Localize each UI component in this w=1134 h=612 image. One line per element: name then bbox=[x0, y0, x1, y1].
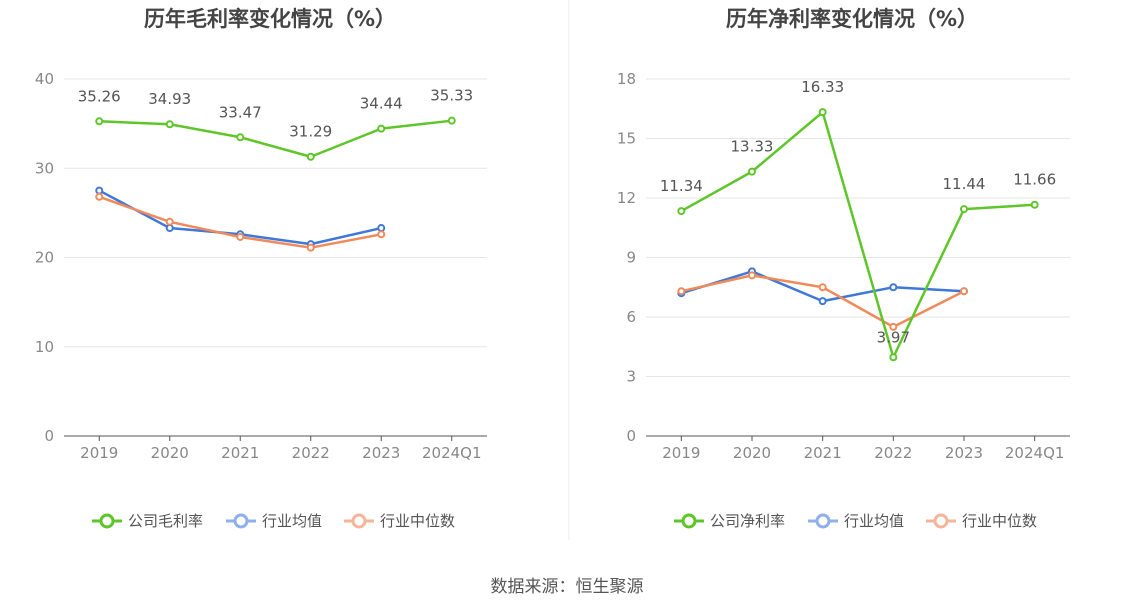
data-point-median bbox=[818, 283, 827, 292]
legend-marker-icon bbox=[233, 513, 249, 529]
chart-title: 历年净利率变化情况（%） bbox=[726, 7, 978, 31]
legend-label: 公司毛利率 bbox=[128, 512, 203, 530]
legend-item-company[interactable]: 公司毛利率 bbox=[92, 512, 203, 530]
y-tick-label: 0 bbox=[626, 427, 636, 445]
legend-item-median[interactable]: 行业中位数 bbox=[344, 512, 455, 530]
data-point-median bbox=[677, 287, 686, 296]
chart-title: 历年毛利率变化情况（%） bbox=[144, 7, 396, 31]
data-label: 11.44 bbox=[943, 175, 986, 193]
data-label: 35.33 bbox=[430, 87, 473, 105]
y-tick-label: 6 bbox=[626, 308, 636, 326]
x-tick-label: 2024Q1 bbox=[422, 444, 482, 462]
x-tick-label: 2022 bbox=[874, 444, 912, 462]
x-tick-label: 2022 bbox=[292, 444, 330, 462]
data-point-company bbox=[95, 117, 104, 126]
legend-marker-icon bbox=[99, 513, 115, 529]
data-label: 35.26 bbox=[78, 87, 121, 105]
data-label: 11.34 bbox=[660, 177, 703, 195]
data-point-median bbox=[889, 322, 898, 331]
legend-item-company[interactable]: 公司净利率 bbox=[674, 512, 785, 530]
data-point-median bbox=[306, 243, 315, 252]
data-label: 3.97 bbox=[877, 328, 910, 346]
x-tick-label: 2021 bbox=[804, 444, 842, 462]
data-label: 33.47 bbox=[219, 103, 262, 121]
data-point-median bbox=[236, 232, 245, 241]
data-point-company bbox=[377, 124, 386, 133]
x-tick-label: 2021 bbox=[221, 444, 259, 462]
series-line-company bbox=[99, 119, 452, 158]
y-tick-label: 0 bbox=[44, 427, 54, 445]
data-point-median bbox=[960, 287, 968, 296]
x-tick-label: 2023 bbox=[362, 444, 400, 462]
series-line-company bbox=[680, 110, 1035, 359]
data-point-company bbox=[306, 152, 315, 161]
legend-item-avg[interactable]: 行业均值 bbox=[808, 512, 904, 530]
legend-label: 行业均值 bbox=[262, 512, 322, 530]
data-point-avg bbox=[889, 283, 898, 292]
data-label: 31.29 bbox=[289, 123, 332, 141]
data-point-company bbox=[748, 167, 756, 176]
data-point-company bbox=[236, 133, 245, 142]
legend-label: 行业均值 bbox=[844, 512, 904, 530]
x-tick-label: 2019 bbox=[80, 444, 118, 462]
legend-label: 公司净利率 bbox=[710, 512, 785, 530]
gross-margin-chart: 历年毛利率变化情况（%） 0 10 20 30 40 2019 2020 2021 2022 202… bbox=[35, 7, 487, 530]
data-point-company bbox=[960, 205, 968, 214]
y-tick-label: 10 bbox=[35, 338, 54, 356]
data-point-median bbox=[377, 230, 386, 239]
x-tick-label: 2020 bbox=[151, 444, 189, 462]
x-tick-label: 2020 bbox=[733, 444, 771, 462]
y-tick-label: 12 bbox=[617, 189, 636, 207]
x-tick-label: 2019 bbox=[662, 444, 700, 462]
data-point-company bbox=[165, 120, 174, 129]
legend-marker-icon bbox=[815, 513, 831, 529]
y-tick-label: 9 bbox=[626, 249, 636, 267]
data-label: 34.44 bbox=[360, 95, 403, 113]
legend-label: 行业中位数 bbox=[962, 512, 1037, 530]
legend-label: 行业中位数 bbox=[380, 512, 455, 530]
legend-marker-icon bbox=[351, 513, 367, 529]
data-point-avg bbox=[818, 297, 827, 306]
data-point-company bbox=[889, 353, 898, 362]
data-point-median bbox=[165, 217, 174, 226]
legend-marker-icon bbox=[681, 513, 697, 529]
data-point-avg bbox=[95, 186, 104, 195]
y-tick-label: 15 bbox=[617, 130, 636, 148]
data-label: 11.66 bbox=[1013, 171, 1056, 189]
y-tick-label: 3 bbox=[626, 368, 636, 386]
data-point-company bbox=[818, 108, 827, 117]
legend-item-median[interactable]: 行业中位数 bbox=[926, 512, 1037, 530]
data-label: 16.33 bbox=[801, 78, 844, 96]
x-tick-label: 2023 bbox=[945, 444, 983, 462]
data-point-company bbox=[677, 207, 686, 216]
y-tick-label: 18 bbox=[617, 70, 636, 88]
data-point-median bbox=[95, 192, 104, 201]
data-point-median bbox=[748, 271, 756, 280]
y-tick-label: 40 bbox=[35, 70, 54, 88]
data-point-avg bbox=[165, 224, 174, 233]
data-source: 数据来源：恒生聚源 bbox=[491, 577, 644, 597]
data-point-company bbox=[1030, 200, 1039, 209]
y-tick-label: 20 bbox=[35, 249, 54, 267]
data-point-avg bbox=[377, 224, 386, 233]
data-label: 13.33 bbox=[731, 138, 774, 156]
x-tick-label: 2024Q1 bbox=[1005, 444, 1065, 462]
data-point-company bbox=[447, 116, 456, 125]
legend-marker-icon bbox=[933, 513, 949, 529]
legend-item-avg[interactable]: 行业均值 bbox=[226, 512, 322, 530]
data-label: 34.93 bbox=[148, 90, 191, 108]
y-tick-label: 30 bbox=[35, 159, 54, 177]
net-margin-chart: 历年净利率变化情况（%） 0 3 6 9 12 15 18 2019 2020 2021 2022 20… bbox=[617, 7, 1070, 530]
